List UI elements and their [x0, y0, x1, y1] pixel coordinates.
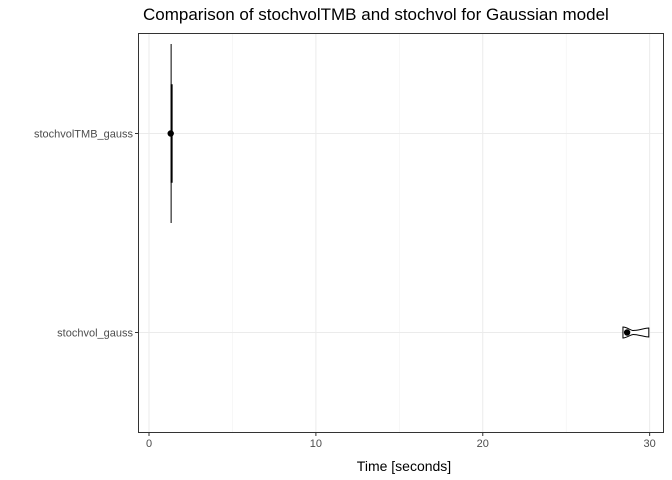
violin-stochvol_gauss — [622, 326, 650, 339]
y-tick-label: stochvolTMB_gauss — [34, 129, 134, 141]
y-tick-label: stochvol_gauss — [57, 328, 133, 340]
median-point — [623, 329, 631, 336]
violin-stochvolTMB_gauss — [167, 43, 174, 224]
chart-title: Comparison of stochvolTMB and stochvol f… — [143, 5, 609, 24]
grid-lines — [139, 34, 663, 432]
x-tick-label: 0 — [146, 438, 152, 450]
median-point — [167, 130, 174, 137]
plot-panel-border — [138, 33, 664, 433]
x-tick-label: 10 — [310, 438, 322, 450]
x-axis-title: Time [seconds] — [357, 458, 451, 474]
y-axis-ticks: stochvolTMB_gauss stochvol_gauss — [34, 129, 139, 340]
x-tick-label: 30 — [644, 438, 656, 450]
x-tick-label: 20 — [477, 438, 489, 450]
violin-outline — [622, 326, 650, 339]
violin-marks — [167, 43, 650, 339]
x-axis-ticks: 0 10 20 30 — [146, 432, 656, 450]
